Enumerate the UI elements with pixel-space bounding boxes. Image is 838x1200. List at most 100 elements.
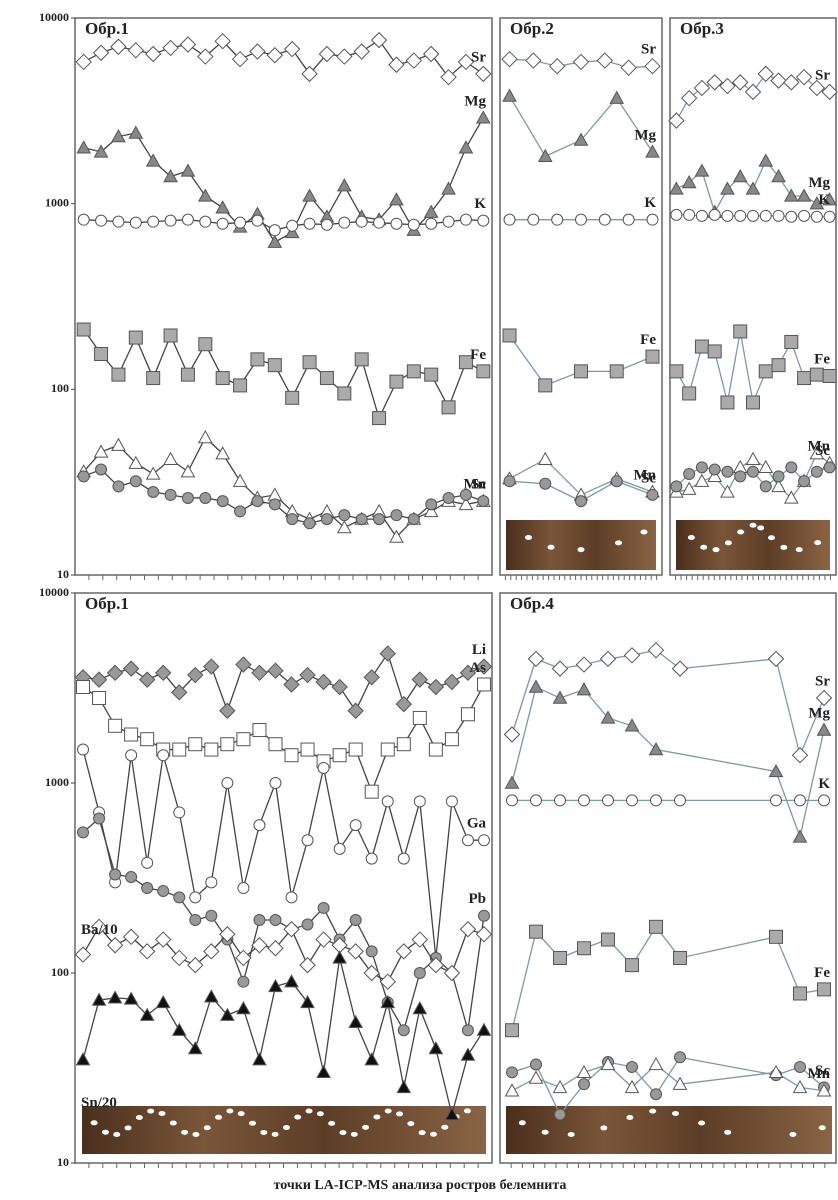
marker xyxy=(199,338,212,351)
marker xyxy=(174,892,185,903)
laser-spot xyxy=(819,1125,826,1130)
marker xyxy=(746,84,761,99)
marker xyxy=(413,1002,426,1014)
marker xyxy=(695,164,708,176)
marker xyxy=(333,749,346,762)
marker xyxy=(673,661,688,676)
marker xyxy=(407,365,420,378)
series-label: K xyxy=(474,196,486,212)
marker xyxy=(798,189,811,201)
marker xyxy=(408,219,419,230)
marker xyxy=(424,46,439,61)
marker xyxy=(574,54,589,69)
marker xyxy=(758,66,773,81)
marker xyxy=(610,92,623,104)
marker xyxy=(429,743,442,756)
series-line xyxy=(510,96,653,156)
marker xyxy=(334,843,345,854)
marker xyxy=(190,892,201,903)
marker xyxy=(300,668,315,683)
y-tick-label: 10000 xyxy=(39,585,69,599)
laser-spot xyxy=(700,545,707,550)
laser-spot xyxy=(757,525,764,530)
marker xyxy=(254,820,265,831)
marker xyxy=(683,387,696,400)
marker xyxy=(578,942,591,955)
series-label: Fe xyxy=(640,332,656,348)
series-label: Mn xyxy=(808,1066,831,1082)
marker xyxy=(425,368,438,381)
series-line xyxy=(84,40,484,77)
laser-spot xyxy=(780,545,787,550)
marker xyxy=(77,141,90,153)
x-axis-label: точки LA-ICP-MS анализа ростров белемнит… xyxy=(274,1178,567,1193)
marker xyxy=(128,43,143,58)
marker xyxy=(446,796,457,807)
y-tick-label: 100 xyxy=(51,381,69,395)
marker xyxy=(110,869,121,880)
marker xyxy=(646,145,659,157)
marker xyxy=(252,215,263,226)
marker xyxy=(626,719,639,731)
laser-spot xyxy=(91,1120,98,1125)
marker xyxy=(300,958,315,973)
marker xyxy=(818,724,831,736)
marker xyxy=(356,216,367,227)
marker xyxy=(462,835,473,846)
marker xyxy=(477,111,490,123)
marker xyxy=(77,323,90,336)
marker xyxy=(199,189,212,201)
marker xyxy=(785,189,798,201)
marker xyxy=(126,750,137,761)
marker xyxy=(611,476,622,487)
marker xyxy=(682,91,697,106)
marker xyxy=(253,1053,266,1065)
series-line xyxy=(83,750,484,958)
marker xyxy=(173,1024,186,1036)
marker xyxy=(349,743,362,756)
marker xyxy=(302,835,313,846)
marker xyxy=(113,216,124,227)
marker xyxy=(443,216,454,227)
marker xyxy=(445,733,458,746)
marker xyxy=(158,886,169,897)
marker xyxy=(735,210,746,221)
marker xyxy=(180,37,195,52)
marker xyxy=(578,683,591,695)
laser-spot xyxy=(294,1115,301,1120)
laser-spot xyxy=(542,1130,549,1135)
marker xyxy=(462,1025,473,1036)
marker xyxy=(111,39,126,54)
marker xyxy=(477,1024,490,1036)
marker xyxy=(684,468,695,479)
marker xyxy=(390,375,403,388)
marker xyxy=(504,476,515,487)
marker xyxy=(759,461,772,473)
marker xyxy=(526,53,541,68)
plot-frame xyxy=(75,593,492,1163)
marker xyxy=(142,857,153,868)
marker xyxy=(722,210,733,221)
series-label: Fe xyxy=(470,347,486,363)
marker xyxy=(460,489,471,500)
marker xyxy=(786,462,797,473)
marker xyxy=(77,681,90,694)
laser-spot xyxy=(464,1108,471,1113)
laser-spot xyxy=(725,540,732,545)
marker xyxy=(235,217,246,228)
series-label: Sr xyxy=(815,673,830,689)
marker xyxy=(199,431,212,443)
marker xyxy=(478,835,489,846)
marker xyxy=(695,340,708,353)
laser-spot xyxy=(373,1114,380,1119)
marker xyxy=(504,214,515,225)
marker xyxy=(554,951,567,964)
marker xyxy=(147,372,160,385)
marker xyxy=(709,209,720,220)
laser-spot xyxy=(113,1132,120,1137)
marker xyxy=(238,883,249,894)
series-label: As xyxy=(469,660,486,676)
marker xyxy=(109,719,122,732)
marker xyxy=(579,1079,590,1090)
laser-spot xyxy=(814,540,821,545)
